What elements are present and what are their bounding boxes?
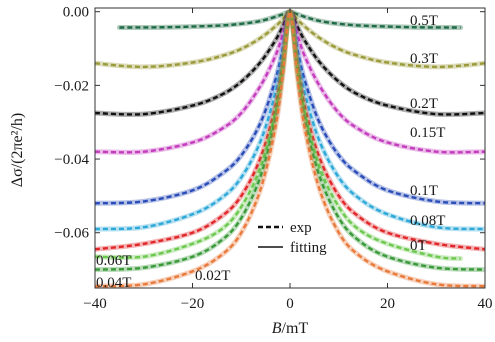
series-label-0-1t: 0.1T bbox=[410, 183, 438, 199]
series-0-02t-exp bbox=[95, 10, 485, 288]
series-label-0-15t: 0.15T bbox=[410, 125, 445, 141]
y-tick-label: −0.06 bbox=[54, 226, 89, 242]
series-0-15t-exp bbox=[95, 10, 485, 154]
series-labels: 0.5T 0.3T 0.2T 0.15T 0.1T 0.08T 0T 0.06T 0.04T 0.… bbox=[96, 13, 445, 291]
series-label-0-3t: 0.3T bbox=[410, 51, 438, 67]
x-axis-title: B/mT bbox=[272, 320, 309, 337]
y-axis-title: Δσ/(2πe²/h) bbox=[9, 113, 26, 187]
series-label-0-04t: 0.04T bbox=[96, 275, 131, 291]
series-label-0-02t: 0.02T bbox=[195, 268, 230, 284]
y-tick-label: −0.02 bbox=[54, 78, 89, 94]
x-tick-label: −40 bbox=[83, 296, 106, 312]
series-label-0-06t: 0.06T bbox=[96, 253, 131, 269]
series-label-0-08t: 0.08T bbox=[410, 213, 445, 229]
x-tick-label: −20 bbox=[181, 296, 204, 312]
ticks-layer: −40 −20 0 20 40 0.00 −0.02 −0.04 −0.06 bbox=[54, 5, 492, 312]
legend-exp-label: exp bbox=[290, 220, 312, 236]
x-tick-label: 40 bbox=[478, 296, 493, 312]
series-label-0-2t: 0.2T bbox=[410, 96, 438, 112]
x-tick-label: 20 bbox=[380, 296, 395, 312]
series-label-0-5t: 0.5T bbox=[410, 13, 438, 29]
series-label-0t: 0T bbox=[410, 238, 427, 254]
series-0-08t-exp bbox=[95, 10, 485, 231]
x-axis-title-var: B bbox=[272, 320, 282, 337]
x-tick-label: 0 bbox=[286, 296, 294, 312]
y-tick-label: −0.04 bbox=[54, 152, 89, 168]
y-tick-label: 0.00 bbox=[63, 5, 89, 21]
legend-fitting-label: fitting bbox=[290, 240, 327, 256]
series-0-2t-exp bbox=[95, 10, 485, 116]
legend: exp fitting bbox=[258, 220, 327, 256]
x-axis-title-unit: /mT bbox=[282, 320, 309, 337]
